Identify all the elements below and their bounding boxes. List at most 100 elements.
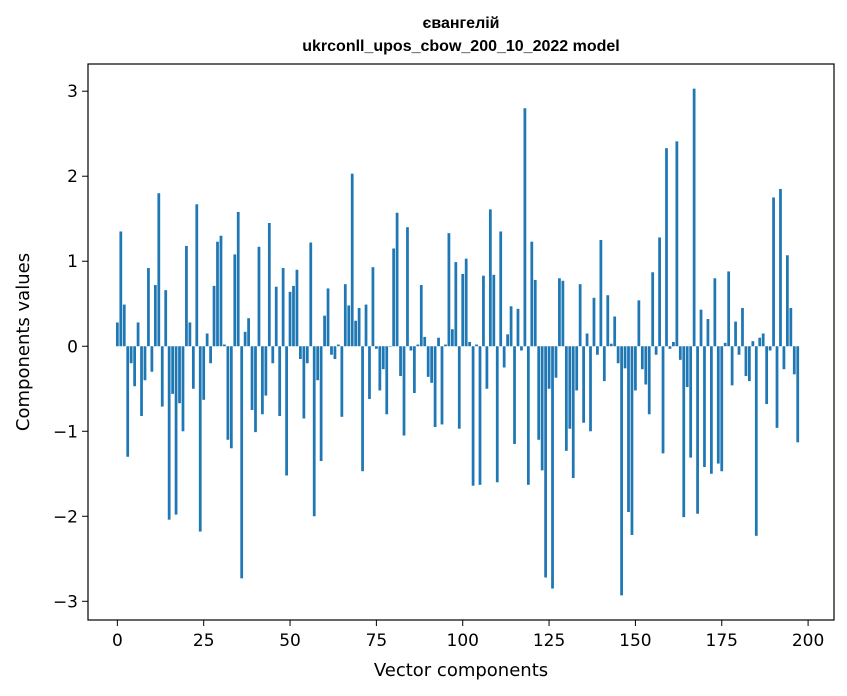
bar-114	[509, 306, 513, 347]
bar-151	[637, 300, 641, 347]
plot-area-frame	[87, 63, 835, 621]
bar-42	[261, 346, 264, 415]
bar-85	[409, 346, 413, 351]
bar-18	[178, 346, 181, 404]
bar-125	[547, 346, 551, 389]
bar-131	[568, 346, 572, 429]
bar-87	[416, 344, 420, 347]
bar-163	[678, 346, 682, 360]
bar-188	[765, 346, 769, 405]
bar-77	[381, 346, 385, 370]
bar-186	[758, 337, 762, 347]
bar-38	[247, 318, 250, 347]
bar-176	[723, 342, 727, 347]
bar-135	[582, 346, 585, 423]
bar-105	[478, 346, 482, 485]
bar-113	[506, 334, 509, 347]
bar-11	[153, 285, 157, 347]
bar-67	[347, 305, 351, 347]
bar-138	[592, 297, 596, 347]
x-tick-label: 0	[112, 631, 123, 651]
bar-72	[364, 304, 368, 347]
bar-86	[412, 346, 416, 394]
bar-15	[167, 346, 171, 520]
bar-12	[157, 193, 161, 347]
bar-146	[620, 346, 623, 596]
x-tick-label: 75	[366, 631, 388, 651]
bars-group	[115, 88, 800, 596]
y-tick-label: 3	[67, 82, 78, 102]
bar-122	[537, 346, 541, 440]
x-tick-label: 100	[447, 631, 479, 651]
bar-90	[426, 346, 430, 377]
bar-127	[554, 346, 558, 378]
bar-132	[571, 346, 575, 479]
bar-48	[281, 268, 285, 347]
bar-76	[378, 346, 382, 391]
bar-91	[430, 346, 434, 383]
bar-178	[730, 346, 734, 386]
bar-100	[461, 273, 465, 347]
bar-118	[523, 108, 527, 347]
bar-179	[734, 321, 737, 347]
bar-22	[191, 346, 195, 389]
bar-54	[302, 346, 306, 419]
bar-71	[361, 346, 364, 472]
bar-169	[699, 309, 703, 347]
bar-61	[326, 288, 330, 347]
bar-184	[751, 341, 755, 347]
bar-177	[727, 271, 731, 347]
bar-21	[188, 322, 192, 347]
bar-193	[782, 346, 786, 370]
bar-39	[250, 346, 254, 411]
bar-160	[668, 346, 672, 349]
y-tick-label: −3	[53, 592, 78, 612]
bar-62	[330, 346, 333, 355]
bar-195	[789, 307, 793, 347]
bar-45	[271, 346, 275, 364]
bar-102	[468, 342, 472, 347]
bar-117	[520, 346, 523, 351]
bar-161	[672, 342, 675, 347]
chart-title: євангелій	[422, 15, 499, 32]
bar-174	[716, 346, 720, 464]
bar-158	[661, 346, 665, 454]
bar-73	[368, 346, 371, 399]
y-tick-label: 0	[67, 337, 78, 357]
bar-95	[444, 344, 447, 347]
bar-156	[654, 346, 658, 355]
chart-subtitle: ukrconll_upos_cbow_200_10_2022 model	[302, 38, 619, 55]
bar-17	[174, 346, 178, 515]
bar-171	[706, 319, 710, 347]
x-axis-label: Vector components	[374, 660, 548, 681]
bar-128	[558, 278, 561, 347]
bar-66	[343, 284, 347, 347]
y-axis: −3 −2 −1 0 1 2 3	[53, 82, 88, 612]
x-tick-label: 175	[706, 631, 738, 651]
bar-0	[115, 322, 119, 347]
bar-108	[488, 209, 492, 347]
bar-58	[316, 346, 320, 381]
bar-183	[748, 346, 751, 382]
bar-80	[392, 248, 396, 347]
bar-143	[609, 343, 613, 347]
bar-53	[299, 346, 302, 359]
bar-59	[319, 346, 323, 462]
bar-49	[285, 346, 288, 476]
bar-27	[209, 346, 212, 364]
bar-107	[485, 346, 489, 389]
bar-111	[499, 231, 503, 347]
bar-30	[219, 235, 223, 347]
bar-142	[606, 295, 610, 347]
bar-65	[340, 346, 344, 417]
bar-41	[257, 246, 261, 347]
bar-167	[692, 88, 696, 347]
bar-37	[243, 331, 247, 347]
x-tick-label: 125	[533, 631, 565, 651]
bar-136	[585, 333, 589, 347]
y-tick-label: −1	[53, 422, 78, 442]
y-tick-label: 2	[67, 167, 78, 187]
bar-96	[447, 233, 451, 347]
bar-155	[651, 272, 655, 347]
